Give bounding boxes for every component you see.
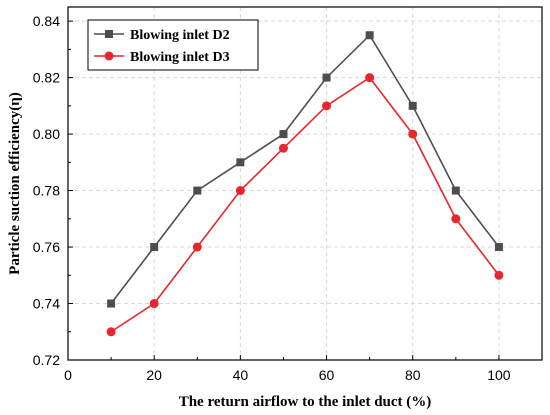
- y-tick-label: 0.74: [33, 296, 60, 312]
- data-point: [149, 299, 159, 309]
- legend-box: [87, 19, 259, 71]
- y-tick-label: 0.80: [33, 126, 60, 142]
- data-point: [365, 31, 374, 40]
- data-point: [150, 243, 159, 252]
- y-tick-label: 0.82: [33, 70, 60, 86]
- y-tick-label: 0.76: [33, 239, 60, 255]
- data-point: [494, 270, 504, 280]
- plot-frame: [67, 6, 543, 361]
- data-point: [494, 243, 503, 252]
- data-point: [106, 327, 116, 337]
- y-tick-label: 0.78: [33, 183, 60, 199]
- x-tick-label: 40: [233, 367, 249, 383]
- data-point: [193, 186, 202, 195]
- x-tick-label: 100: [487, 367, 511, 383]
- x-tick-label: 20: [146, 367, 162, 383]
- series-line: [110, 33, 500, 305]
- x-tick-label: 60: [319, 367, 335, 383]
- legend-items: Blowing inlet D2 Blowing inlet D3: [94, 28, 230, 65]
- legend-entry: Blowing inlet D3: [94, 50, 230, 65]
- legend-marker: [105, 30, 113, 38]
- legend-entry: Blowing inlet D2: [94, 28, 230, 43]
- data-point: [408, 129, 418, 139]
- data-point: [107, 299, 116, 308]
- series-group: [106, 31, 504, 337]
- series-1: [107, 31, 503, 308]
- legend-marker: [104, 51, 114, 61]
- legend: Blowing inlet D2 Blowing inlet D3: [87, 19, 259, 71]
- data-point: [322, 101, 332, 111]
- data-point: [278, 143, 288, 153]
- series-line: [110, 76, 500, 333]
- legend-label: Blowing inlet D2: [130, 28, 230, 43]
- data-point: [365, 73, 375, 83]
- y-axis-title: Particle suction efficiency(η): [7, 92, 23, 275]
- series-2: [106, 73, 504, 337]
- y-tick-label: 0.84: [33, 13, 60, 29]
- data-point: [279, 130, 288, 139]
- data-point: [192, 242, 202, 252]
- data-point: [408, 101, 417, 110]
- data-point: [451, 186, 460, 195]
- data-point: [451, 214, 461, 224]
- legend-label: Blowing inlet D3: [130, 50, 230, 65]
- x-axis-title: The return airflow to the inlet duct (%): [179, 394, 432, 410]
- data-point: [236, 158, 245, 167]
- x-tick-label: 80: [405, 367, 421, 383]
- data-point: [235, 186, 245, 196]
- y-tick-label: 0.72: [33, 352, 60, 368]
- x-tick-label: 0: [64, 367, 72, 383]
- data-point: [322, 73, 331, 82]
- axis-ticks: 0 20 40 60 80 100 0.72 0.74 0.76 0.78 0.80 0.82 0.84: [33, 13, 511, 383]
